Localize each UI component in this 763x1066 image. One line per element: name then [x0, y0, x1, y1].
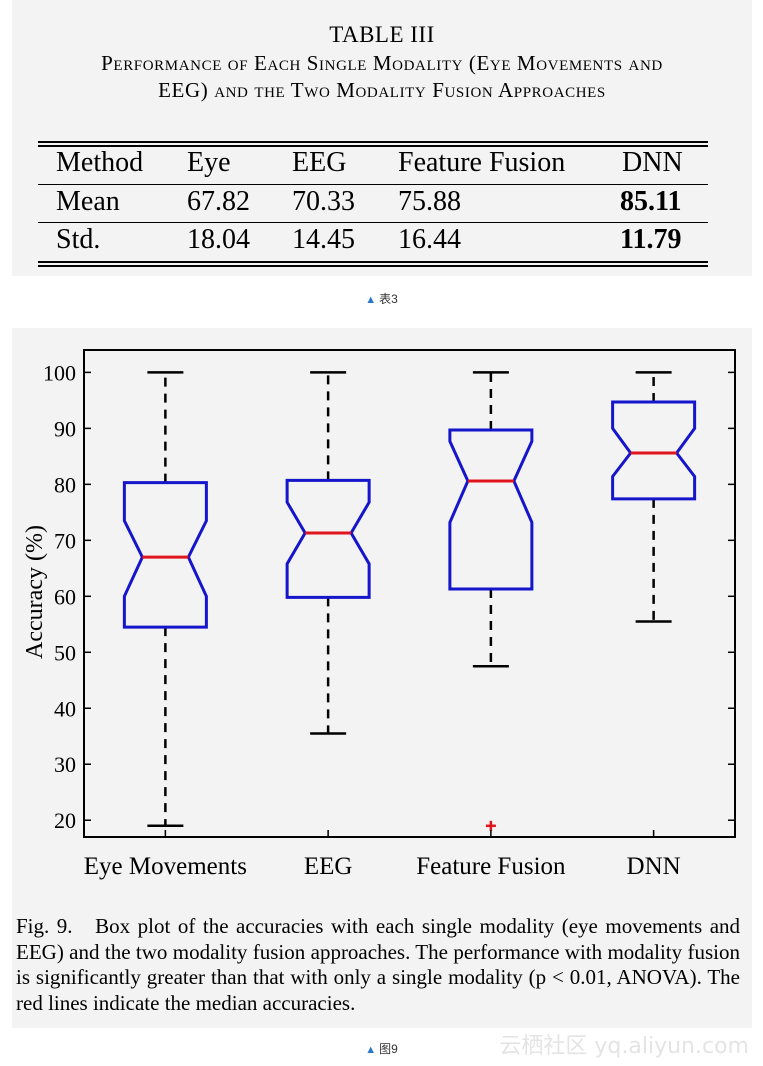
y-tick-label: 20 — [54, 808, 76, 833]
figure-caption-prefix: Fig. 9. — [16, 914, 73, 938]
table-block: TABLE III Performance of Each Single Mod… — [12, 0, 752, 276]
table-mid-rule — [38, 184, 708, 186]
notched-box — [122, 481, 208, 629]
notched-box — [448, 428, 534, 591]
table-bottom-rule-2 — [38, 265, 708, 267]
table-cell-std-eeg: 14.45 — [292, 224, 355, 255]
figure-caption-text: Box plot of the accuracies with each sin… — [16, 914, 741, 1015]
table-caption-line2: EEG) and the Two Modality Fusion Approac… — [158, 78, 606, 102]
notched-box — [285, 478, 371, 599]
table-top-rule — [38, 141, 708, 143]
table-row-mean-label: Mean — [56, 186, 120, 217]
table-cell-mean-feature-fusion: 75.88 — [398, 186, 461, 217]
watermark: 云栖社区 yq.aliyun.com — [499, 1034, 749, 1059]
table-cell-std-dnn: 11.79 — [620, 224, 682, 255]
table-caption: Performance of Each Single Modality (Eye… — [12, 50, 752, 104]
table-header-method: Method — [56, 147, 144, 178]
plot-frame — [83, 349, 736, 838]
x-tick-label: EEG — [304, 853, 353, 880]
box-series — [122, 371, 697, 831]
table-cell-std-feature-fusion: 16.44 — [398, 224, 461, 255]
table-header-eeg: EEG — [292, 147, 347, 178]
table-top-rule-2 — [38, 145, 708, 147]
table-cell-mean-eye: 67.82 — [187, 186, 250, 217]
y-tick-label: 80 — [54, 472, 76, 497]
y-axis: 20 30 40 50 60 70 80 90 100 — [43, 360, 735, 833]
y-axis-label: Accuracy (%) — [22, 525, 48, 659]
table-sub-caption: ▲ 表3 — [0, 290, 763, 307]
y-tick-label: 40 — [54, 696, 76, 721]
table-cell-std-eye: 18.04 — [187, 224, 250, 255]
table-header-eye: Eye — [187, 147, 231, 178]
table-caption-line1: Performance of Each Single Modality (Eye… — [101, 51, 663, 75]
figure-block — [12, 328, 752, 1028]
table-cell-mean-dnn: 85.11 — [620, 186, 682, 217]
x-tick-label: Feature Fusion — [416, 853, 566, 880]
outlier-marker — [485, 820, 496, 831]
box-group — [285, 371, 371, 735]
box-group — [611, 371, 697, 623]
triangle-up-icon: ▲ — [365, 1044, 377, 1056]
y-tick-label: 50 — [54, 640, 76, 665]
table-bottom-rule — [38, 261, 708, 263]
y-tick-label: 30 — [54, 752, 76, 777]
table-row-rule — [38, 222, 708, 224]
table-header-feature-fusion: Feature Fusion — [398, 147, 566, 178]
triangle-up-icon: ▲ — [365, 294, 377, 306]
box-plot: 20 30 40 50 60 70 80 90 100 Eye Movements EEG Feat… — [22, 349, 736, 880]
table-header-dnn: DNN — [622, 147, 683, 178]
table-row-std-label: Std. — [56, 224, 101, 255]
table-sub-caption-text: 表3 — [379, 292, 398, 306]
figure-caption: Fig. 9. Box plot of the accuracies with … — [16, 914, 740, 1016]
notched-box — [611, 400, 697, 501]
box-group — [448, 371, 534, 831]
figure-sub-caption: ▲ 图9 — [0, 1040, 763, 1057]
y-tick-label: 60 — [54, 584, 76, 609]
x-tick-label: DNN — [627, 853, 681, 880]
y-tick-label: 90 — [54, 416, 76, 441]
x-tick-label: Eye Movements — [84, 853, 247, 880]
y-tick-label: 70 — [54, 528, 76, 553]
table-title: TABLE III — [329, 22, 435, 47]
box-group — [122, 371, 208, 828]
figure-sub-caption-text: 图9 — [379, 1042, 398, 1056]
x-axis: Eye Movements EEG Feature Fusion DNN — [84, 830, 681, 880]
y-tick-label: 100 — [43, 360, 76, 385]
table-cell-mean-eeg: 70.33 — [292, 186, 355, 217]
